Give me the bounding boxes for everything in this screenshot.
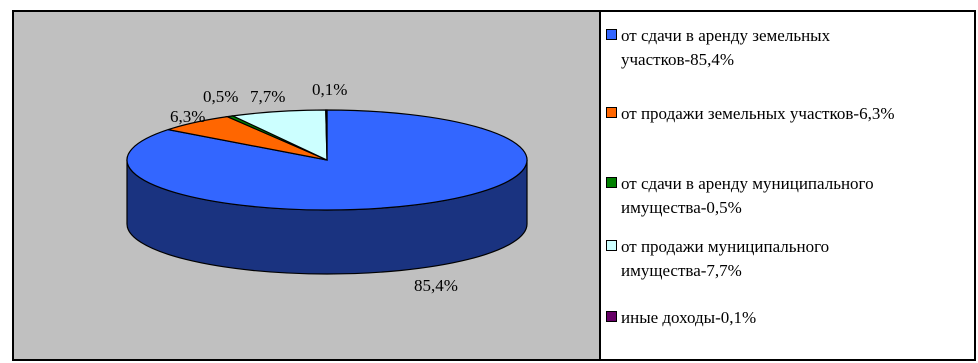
data-label-2: 0,5% bbox=[203, 87, 238, 106]
legend-item-land-sale: от продажи земельных участков-6,3% bbox=[606, 102, 972, 126]
data-label-1: 6,3% bbox=[170, 107, 205, 126]
legend-label: от продажи муниципального имущества-7,7% bbox=[621, 237, 830, 280]
data-labels: 85,4% 6,3%0,5% 7,7% 0,1% bbox=[170, 80, 458, 295]
legend-swatch bbox=[606, 29, 617, 40]
legend-label: иные доходы-0,1% bbox=[621, 308, 757, 327]
data-label-4: 0,1% bbox=[312, 80, 347, 99]
legend-item-other-income: иные доходы-0,1% bbox=[606, 306, 972, 330]
legend-item-land-rent: от сдачи в аренду земельных участков-85,… bbox=[606, 24, 972, 72]
legend-item-property-rent: от сдачи в аренду муниципального имущест… bbox=[606, 172, 972, 220]
top-strip bbox=[0, 0, 978, 8]
legend-label: от сдачи в аренду муниципального имущест… bbox=[621, 174, 874, 217]
legend-swatch bbox=[606, 107, 617, 118]
legend-label: от сдачи в аренду земельных участков-85,… bbox=[621, 26, 831, 69]
legend-swatch bbox=[606, 177, 617, 188]
pie-top-group bbox=[126, 109, 528, 211]
legend-swatch bbox=[606, 240, 617, 251]
legend-swatch bbox=[606, 311, 617, 322]
data-label-3: 7,7% bbox=[250, 87, 285, 106]
legend-item-property-sale: от продажи муниципального имущества-7,7% bbox=[606, 235, 972, 283]
pie-slice-3 bbox=[230, 109, 328, 161]
pie-slice-4 bbox=[325, 109, 328, 161]
legend-label: от продажи земельных участков-6,3% bbox=[621, 104, 895, 123]
data-label-0: 85,4% bbox=[414, 276, 458, 295]
